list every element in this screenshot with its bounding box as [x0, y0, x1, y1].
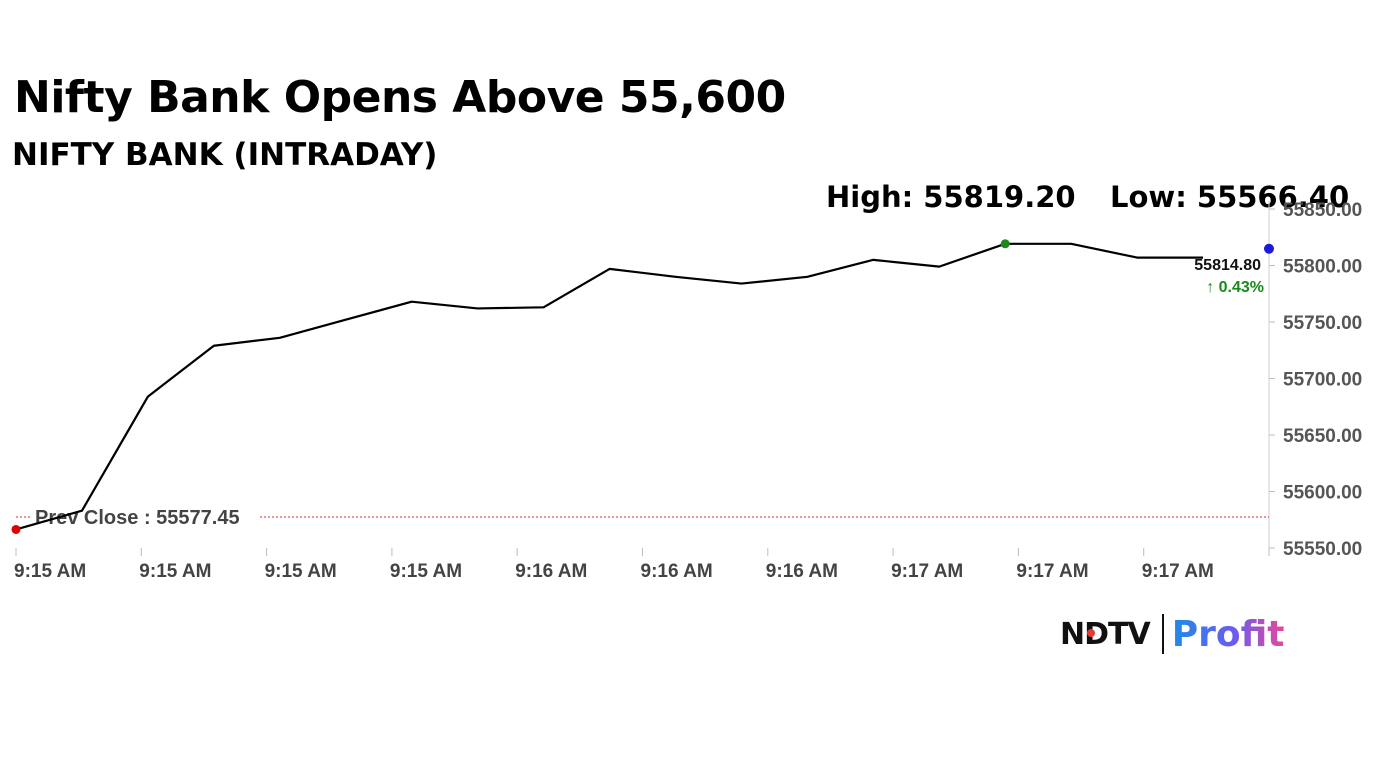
y-tick-label: 55600.00 — [1283, 483, 1362, 504]
x-tick-label: 9:16 AM — [766, 561, 838, 582]
y-tick-label: 55850.00 — [1283, 200, 1362, 221]
prev-close-label-bg — [30, 503, 258, 528]
prev-close-label: Prev Close : 55577.45 — [35, 507, 240, 529]
y-tick-label: 55700.00 — [1283, 370, 1362, 391]
change-percent-label: ↑ 0.43% — [1206, 279, 1264, 296]
high-point-marker — [1000, 239, 1010, 249]
logo-ndtv-text: NDTV — [1060, 616, 1151, 652]
last-point-marker — [1264, 243, 1274, 254]
x-tick-label: 9:17 AM — [1142, 561, 1214, 582]
logo-dot-icon — [1087, 629, 1095, 637]
logo-divider — [1161, 614, 1164, 654]
x-tick-label: 9:16 AM — [641, 561, 713, 582]
price-series-line — [15, 242, 1204, 531]
last-value-label: 55814.80 — [1194, 257, 1261, 274]
y-tick-label: 55550.00 — [1283, 539, 1362, 560]
y-tick-label: 55750.00 — [1283, 313, 1362, 334]
headline: Nifty Bank Opens Above 55,600 — [14, 72, 786, 123]
x-tick-label: 9:15 AM — [265, 561, 337, 582]
high-value: High: 55819.20 — [826, 180, 1076, 214]
x-tick-label: 9:15 AM — [139, 561, 211, 582]
low-value: Low: 55566.40 — [1110, 180, 1350, 214]
x-tick-label: 9:17 AM — [891, 561, 963, 582]
chart-subtitle: NIFTY BANK (INTRADAY) — [12, 137, 438, 173]
ndtv-profit-logo: NDTV Profit — [1060, 612, 1284, 656]
y-tick-label: 55650.00 — [1283, 426, 1362, 447]
x-tick-label: 9:16 AM — [515, 561, 587, 582]
x-tick-label: 9:15 AM — [390, 561, 462, 582]
x-tick-label: 9:15 AM — [14, 561, 86, 582]
y-tick-label: 55800.00 — [1283, 257, 1362, 278]
x-tick-label: 9:17 AM — [1016, 561, 1088, 582]
low-point-marker — [11, 524, 21, 534]
logo-profit-text: Profit — [1171, 613, 1285, 655]
